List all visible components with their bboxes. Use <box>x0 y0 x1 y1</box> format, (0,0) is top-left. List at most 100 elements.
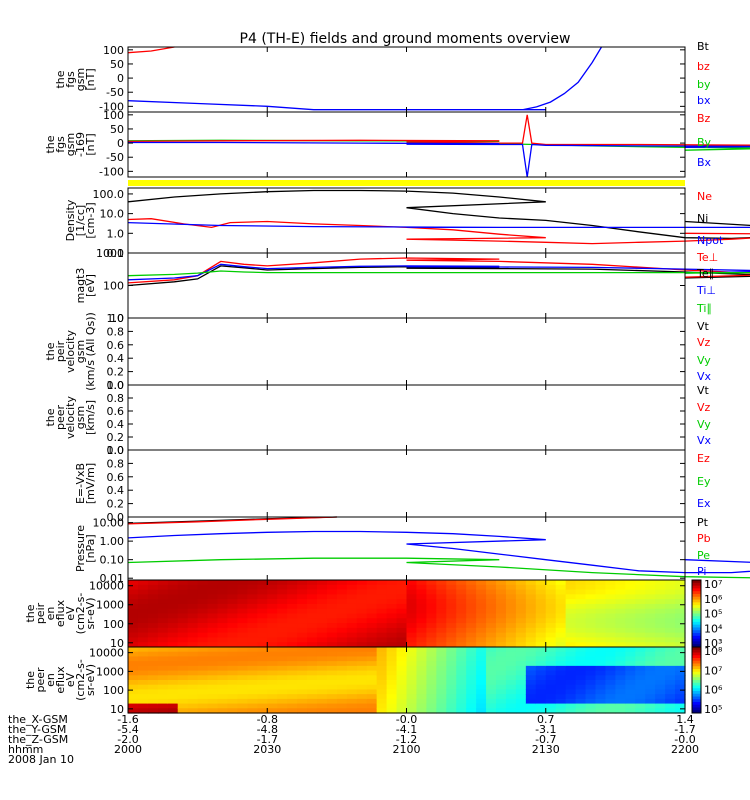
heatmap-cell <box>555 670 567 676</box>
heatmap-cell <box>406 594 418 600</box>
heatmap-cell <box>207 627 219 634</box>
heatmap-cell <box>615 608 626 615</box>
heatmap-cell <box>466 627 477 634</box>
heatmap-cell <box>655 584 666 591</box>
heatmap-cell <box>645 708 656 714</box>
heatmap-cell <box>336 637 348 643</box>
heatmap-cell <box>436 684 447 691</box>
heatmap-cell <box>565 618 577 624</box>
heatmap-cell <box>406 694 418 700</box>
y-tick-label: 10 <box>110 637 124 650</box>
heatmap-cell <box>625 613 636 619</box>
heatmap-cell <box>555 651 567 658</box>
heatmap-cell <box>366 684 378 691</box>
heatmap-cell <box>595 623 607 629</box>
heatmap-cell <box>525 656 537 662</box>
colorbar-step <box>692 619 701 623</box>
heatmap-cell <box>167 613 179 619</box>
heatmap-cell <box>137 632 149 639</box>
heatmap-cell <box>376 689 388 695</box>
heatmap-cell <box>496 623 507 629</box>
heatmap-cell <box>287 647 298 653</box>
heatmap-cell <box>446 703 457 709</box>
heatmap-cell <box>505 698 517 705</box>
colorbar-step <box>692 682 701 686</box>
y-tick-label: 1.00 <box>100 535 125 548</box>
heatmap-cell <box>505 613 517 619</box>
footer-value: -2.0 <box>117 733 138 746</box>
heatmap-cell <box>416 675 427 681</box>
heatmap-cell <box>307 613 318 619</box>
heatmap-cell <box>237 623 248 629</box>
heatmap-cell <box>277 703 288 709</box>
heatmap-cell <box>287 599 298 605</box>
heatmap-cell <box>515 580 527 586</box>
heatmap-cell <box>167 589 179 595</box>
heatmap-cell <box>456 703 467 709</box>
y-axis-label-line: en <box>44 607 57 621</box>
heatmap-cell <box>366 656 378 662</box>
heatmap-cell <box>575 647 587 653</box>
heatmap-cell <box>386 618 398 624</box>
heatmap-cell <box>565 651 577 658</box>
heatmap-cell <box>267 684 278 691</box>
heatmap-cell <box>575 603 587 610</box>
series-fgs_169-2 <box>128 141 750 178</box>
heatmap-cell <box>545 703 557 709</box>
heatmap-cell <box>277 627 288 634</box>
heatmap-cell <box>177 694 189 700</box>
heatmap-cell <box>476 651 487 658</box>
heatmap-cell <box>227 689 239 695</box>
heatmap-cell <box>595 637 607 643</box>
heatmap-cell <box>635 589 646 595</box>
legend-fgs-2: by <box>697 78 711 91</box>
heatmap-cell <box>227 680 239 686</box>
heatmap-cell <box>416 594 427 600</box>
heatmap-cell <box>486 632 497 639</box>
heatmap-cell <box>297 684 308 691</box>
heatmap-cell <box>416 661 427 667</box>
heatmap-cell <box>565 632 577 639</box>
heatmap-cell <box>595 656 607 662</box>
heatmap-cell <box>515 623 527 629</box>
heatmap-cell <box>247 651 258 658</box>
heatmap-cell <box>157 608 169 615</box>
heatmap-cell <box>466 584 477 591</box>
heatmap-cell <box>505 647 517 653</box>
heatmap-cell <box>645 603 656 610</box>
heatmap-cell <box>128 594 139 600</box>
heatmap-cell <box>326 665 338 672</box>
heatmap-cell <box>376 589 388 595</box>
heatmap-cell <box>167 651 179 658</box>
heatmap-cell <box>535 665 547 672</box>
heatmap-cell <box>137 698 149 705</box>
heatmap-cell <box>456 580 467 586</box>
heatmap-cell <box>416 632 427 639</box>
heatmap-cell <box>665 694 676 700</box>
heatmap-cell <box>655 603 666 610</box>
heatmap-cell <box>326 608 338 615</box>
heatmap-cell <box>247 637 258 643</box>
footer-value: -0.8 <box>257 713 278 726</box>
heatmap-cell <box>545 623 557 629</box>
heatmap-cell <box>625 680 636 686</box>
heatmap-cell <box>197 608 209 615</box>
heatmap-cell <box>326 680 338 686</box>
heatmap-cell <box>675 656 686 662</box>
heatmap-cell <box>545 642 557 648</box>
heatmap-cell <box>675 589 686 595</box>
heatmap-cell <box>217 584 229 591</box>
heatmap-cell <box>575 703 587 709</box>
y-axis-label-line: velocity <box>64 396 77 439</box>
heatmap-cell <box>137 589 149 595</box>
heatmap-cell <box>545 694 557 700</box>
heatmap-cell <box>575 675 587 681</box>
heatmap-cell <box>675 637 686 643</box>
heatmap-cell <box>416 603 427 610</box>
heatmap-cell <box>466 632 477 639</box>
heatmap-cell <box>277 603 288 610</box>
heatmap-cell <box>416 589 427 595</box>
colorbar-step <box>692 707 701 711</box>
heatmap-cell <box>426 684 437 691</box>
